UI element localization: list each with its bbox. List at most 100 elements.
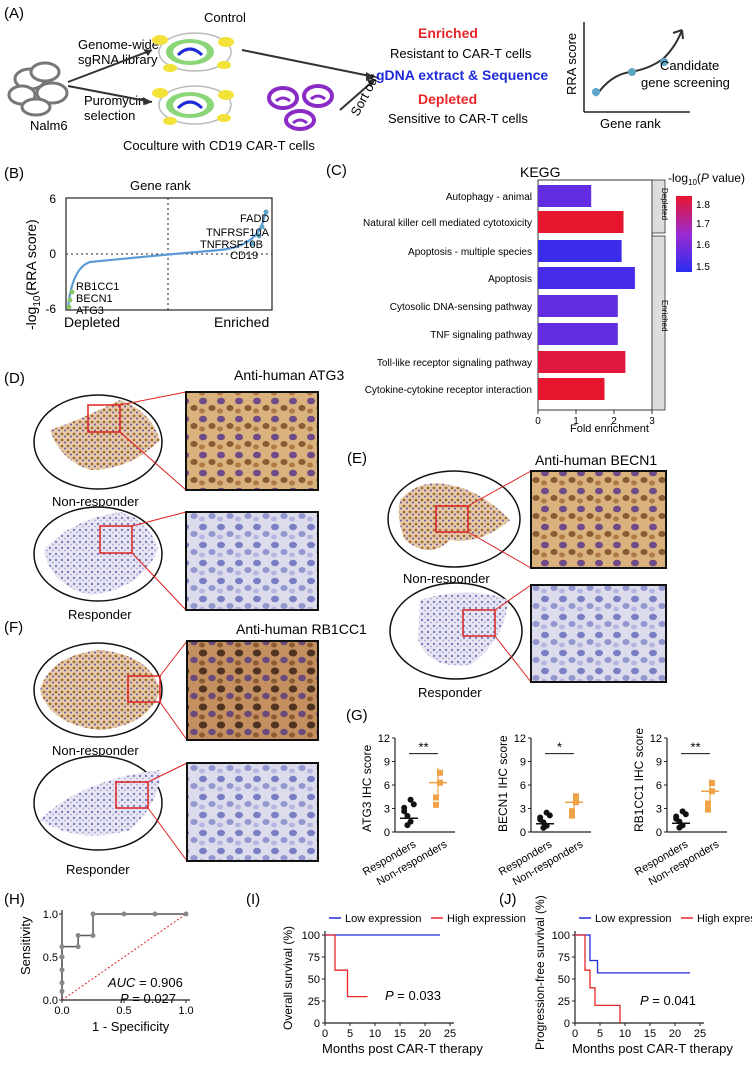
panel-f: (F) Anti-human RB1CC1 Non-responder Resp… (4, 619, 367, 877)
chart-h-ytick-label: 1.0 (43, 909, 58, 921)
rb1cc1-responder-roi (115, 781, 149, 809)
chart-c-bar (538, 295, 618, 317)
ihc-becn1-title: Anti-human BECN1 (535, 452, 657, 468)
nalm6-cells-icon (7, 61, 69, 117)
panel-d: (D) Anti-human ATG3 Non-responder Respon… (4, 367, 344, 622)
chart-c-legend-gradient (676, 196, 692, 272)
chart-g-ytick-label: 6 (384, 780, 390, 792)
rb1cc1-nonresponder-zoom (186, 640, 319, 741)
chart-b-label-tnfrsf10a: TNFRSF10A (206, 227, 270, 239)
atg3-r-zoom-line-top (131, 511, 187, 527)
chart-b-label-rb1cc1: RB1CC1 (76, 281, 119, 293)
chart-c-category-label: Cytokine-cytokine receptor interaction (365, 385, 532, 396)
chart-survival-ytick-label: 100 (552, 930, 570, 942)
atg3-responder-roi (99, 525, 133, 554)
chart-c-xtick-label: 2 (611, 416, 617, 427)
chart-h-roc-point (75, 933, 81, 938)
chart-b-point-fadd (263, 209, 269, 215)
chart-survival-xtick-label: 10 (619, 1028, 631, 1040)
becn1-r-zoom-line-bottom (494, 635, 532, 683)
chart-g-responder-point (404, 812, 411, 819)
chart-c-category-label: TNF signaling pathway (430, 330, 532, 341)
chart-h-xtick-label: 0.5 (116, 1005, 131, 1017)
atg3-responder-zoom (185, 511, 319, 611)
chart-g-ylabel: RB1CC1 IHC score (632, 728, 646, 832)
chart-c-strip-enriched (651, 235, 666, 411)
chart-h-roc-point (183, 911, 189, 917)
chart-survival-legend-low: Low expression (595, 913, 671, 925)
candidate-line2: gene screening (641, 75, 730, 90)
chart-h-p-label: P (120, 991, 129, 1006)
panel-i: (I) 0 25 50 75 100 0 5 10 15 20 25 Low expression Hi… (246, 891, 526, 1056)
chart-survival-legend-high: High expression (697, 913, 752, 925)
chart-g-nonresponder-point (433, 801, 439, 808)
chart-c-category-label: Toll-like receptor signaling pathway (377, 358, 532, 369)
atg3-nonresponder-zoom (185, 391, 319, 491)
chart-survival-ytick-label: 0 (564, 1018, 570, 1030)
atg3-r-zoom-line-bottom (131, 552, 187, 611)
chart-c-xtick-label: 3 (649, 416, 655, 427)
chart-c-bar (538, 378, 605, 400)
gdna-text: gDNA extract & Sequence (376, 67, 548, 83)
chart-c-category-label: Apoptosis - multiple species (408, 247, 532, 258)
puromycin-line2: selection (84, 108, 135, 123)
chart-survival-ytick-label: 50 (558, 974, 570, 986)
rra-mini-plot: RRA score Gene rank Candidate gene scree… (564, 22, 730, 131)
chart-h-ytick-label: 0.0 (43, 995, 58, 1007)
panel-j: (J) 0 25 50 75 100 0 5 10 15 20 25 Low expression Hi… (499, 891, 752, 1056)
atg3-nr-zoom-line-top (119, 391, 187, 406)
chart-g-responder-point (540, 824, 547, 831)
chart-h-xlabel: 1 - Specificity (92, 1019, 170, 1034)
chart-survival-p-value: = 0.041 (649, 993, 696, 1008)
chart-survival-p-label: P (385, 988, 394, 1003)
chart-h-roc-point (90, 911, 96, 917)
flow-arrowheads (366, 72, 376, 87)
chart-survival-xtick-label: 10 (369, 1028, 381, 1040)
chart-survival-ytick-label: 25 (558, 996, 570, 1008)
chart-survival-ytick-label: 50 (308, 974, 320, 986)
chart-c-xtick-label: 1 (573, 416, 579, 427)
chart-b-label-fadd: FADD (240, 213, 269, 225)
rra-mini-xaxis: Gene rank (600, 116, 661, 131)
chart-b-point-tnfrsf10b (256, 233, 262, 239)
control-label: Control (204, 10, 246, 25)
chart-h-roc-point (90, 933, 96, 938)
becn1-nonresponder-zoom (530, 470, 667, 569)
chart-b-rank-curve (66, 211, 268, 309)
rra-mini-yaxis: RRA score (564, 33, 579, 95)
chart-g-nonresponder-point (569, 808, 575, 815)
chart-b-label-tnfrsf10b: TNFRSF10B (200, 239, 263, 251)
enriched-heading: Enriched (418, 25, 478, 41)
chart-c-legend-1-5: 1.5 (696, 262, 710, 273)
atg3-responder-label: Responder (68, 607, 132, 622)
chart-c-categories: Autophagy - animal Natural killer cell me… (363, 192, 532, 396)
chart-c-legend-1-7: 1.7 (696, 219, 710, 230)
chart-survival-high-curve (325, 934, 368, 998)
chart-b-point-becn1 (67, 297, 73, 303)
chart-survival-p: P = 0.041 (640, 993, 696, 1008)
chart-survival-xtick-label: 20 (669, 1028, 681, 1040)
chart-c-bar (538, 267, 635, 289)
chart-g-nonresponder-point (705, 806, 711, 813)
chart-survival-p-value: = 0.033 (394, 988, 441, 1003)
panel-label-b: (B) (4, 165, 24, 182)
chart-g-nonresponder-point (433, 794, 439, 801)
panel-label-g: (G) (346, 707, 368, 724)
chart-j-plot: 0 25 50 75 100 0 5 10 15 20 25 Low expression High e… (533, 895, 752, 1056)
panel-e: (E) Anti-human BECN1 Non-responder Respo… (347, 450, 667, 700)
chart-h-roc-point (59, 967, 65, 973)
chart-g-responder-point (543, 809, 550, 816)
becn1-responder-zoom (530, 584, 667, 683)
chart-g-ytick-label: 0 (520, 827, 526, 839)
panel-h: (H) 0.00.0 0.5 0.5 1.0 1.0 Sensitivity 1 - Spe… (4, 891, 194, 1034)
chart-g-ytick-label: 0 (656, 827, 662, 839)
rb1cc1-r-zoom-line-bottom (147, 807, 188, 862)
chart-h-roc-point (121, 911, 127, 917)
chart-c-title: KEGG (520, 164, 560, 180)
chart-h-ylabel: Sensitivity (18, 916, 33, 975)
chart-g-responder-point (410, 801, 417, 808)
panel-b: (B) Gene rank 6 0 -6 -log10(RRA score) F… (4, 165, 273, 330)
panel-label-j: (J) (499, 891, 517, 908)
